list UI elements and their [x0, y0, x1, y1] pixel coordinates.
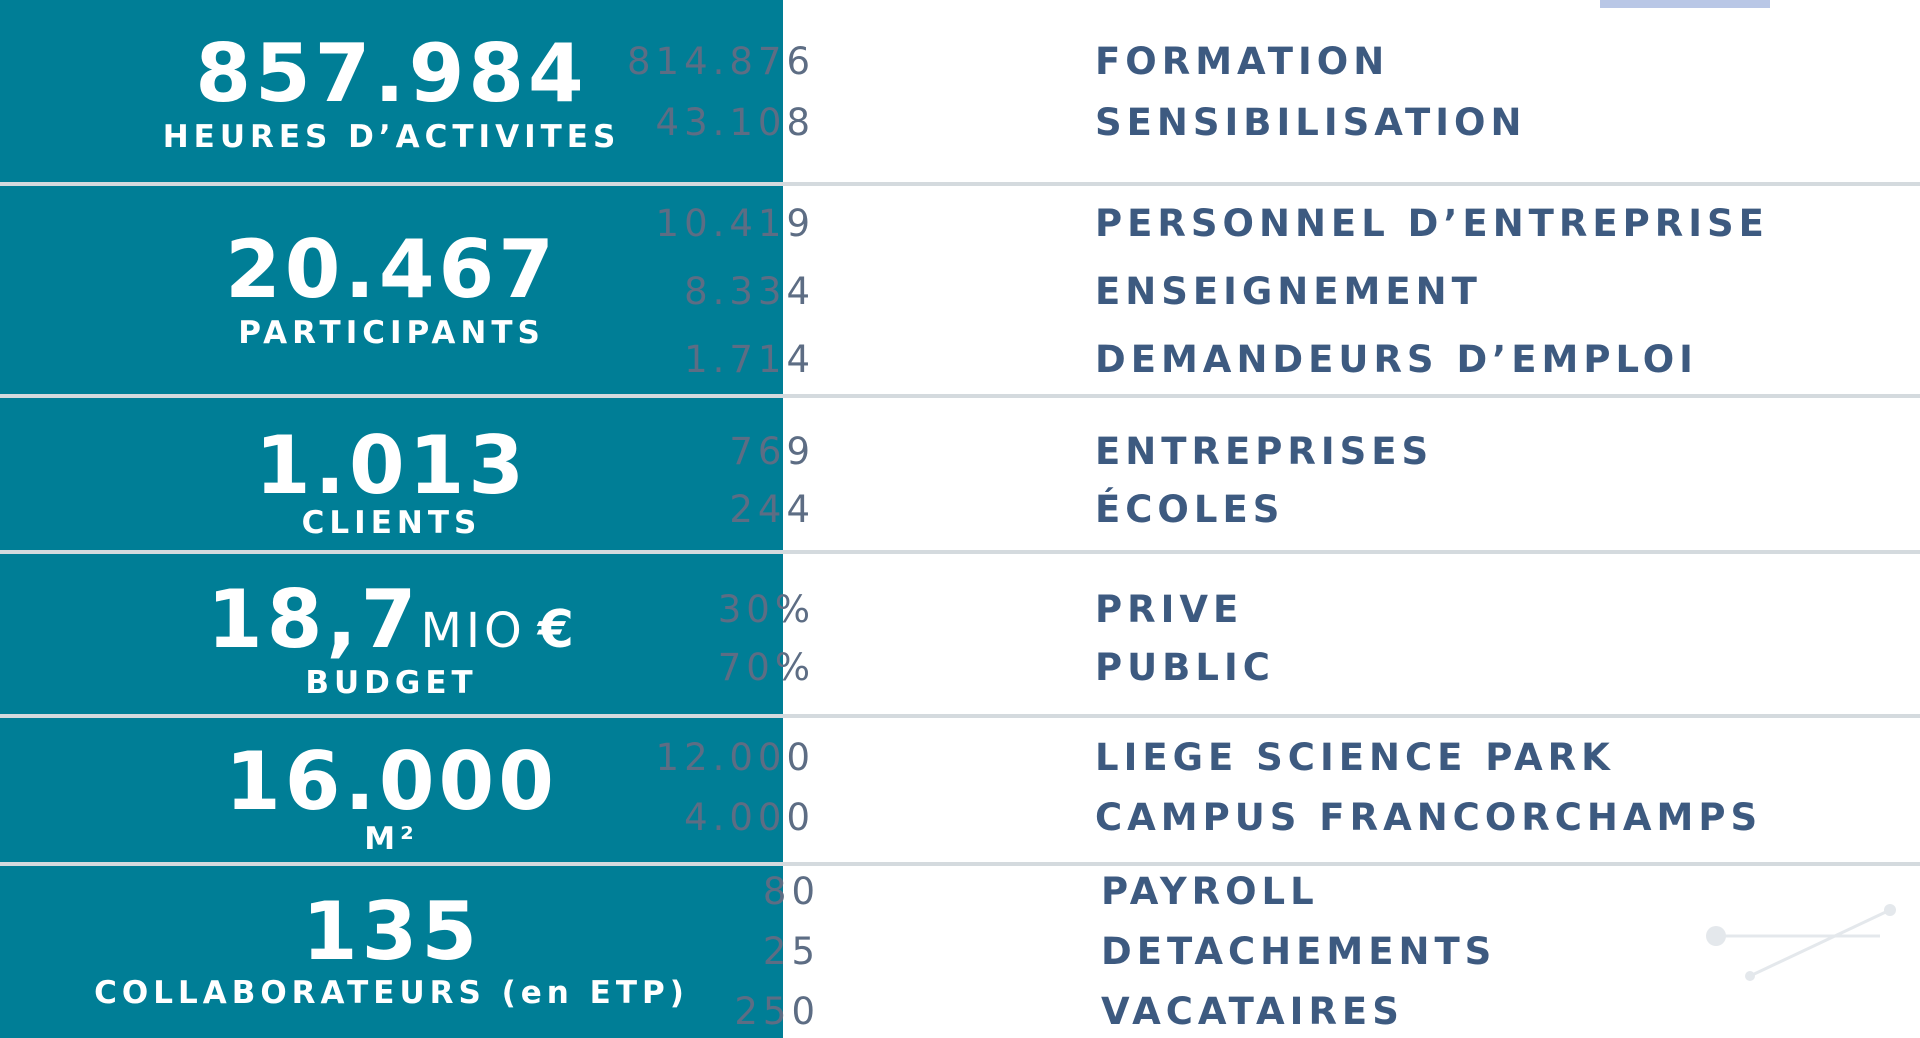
stat-row-staff: 135 COLLABORATEURS (en ETP) 80 PAYROLL 2…: [0, 866, 1920, 1038]
breakdown-line: 1.714 DEMANDEURS D’EMPLOI: [684, 338, 1920, 381]
row-divider: [0, 394, 1920, 398]
breakdown-line: 80 PAYROLL: [763, 870, 1920, 913]
breakdown-label: CAMPUS FRANCORCHAMPS: [1095, 796, 1763, 839]
stat-number: 16.000: [225, 735, 558, 828]
stat-label: CLIENTS: [301, 505, 482, 541]
stat-breakdown: 12.000 LIEGE SCIENCE PARK 4.000 CAMPUS F…: [656, 718, 1920, 862]
breakdown-value: 80: [762, 870, 820, 913]
breakdown-line: 250 VACATAIRES: [734, 990, 1920, 1033]
stat-highlight: 857.984 HEURES D’ACTIVITES: [0, 0, 783, 182]
breakdown-line: 12.000 LIEGE SCIENCE PARK: [656, 736, 1920, 779]
stat-number: 135: [302, 885, 481, 978]
row-divider: [0, 714, 1920, 718]
row-divider: [0, 182, 1920, 186]
budget-value: 18,7: [207, 573, 421, 666]
stat-label: M²: [364, 821, 419, 857]
breakdown-label: DEMANDEURS D’EMPLOI: [1095, 338, 1698, 381]
breakdown-label: LIEGE SCIENCE PARK: [1095, 736, 1615, 779]
breakdown-value: 1.714: [684, 338, 815, 381]
breakdown-label: ENSEIGNEMENT: [1095, 270, 1482, 313]
breakdown-value: 43.108: [655, 101, 815, 144]
breakdown-value: 10.419: [655, 202, 815, 245]
breakdown-value: 25: [762, 930, 820, 973]
stat-row-activity-hours: 857.984 HEURES D’ACTIVITES 814.876 FORMA…: [0, 0, 1920, 182]
breakdown-label: FORMATION: [1095, 40, 1390, 83]
stat-row-surface: 16.000 M² 12.000 LIEGE SCIENCE PARK 4.00…: [0, 718, 1920, 862]
breakdown-label: ÉCOLES: [1095, 488, 1285, 531]
stat-label: HEURES D’ACTIVITES: [162, 119, 621, 155]
breakdown-value: 250: [734, 990, 820, 1033]
breakdown-value: 769: [729, 430, 815, 473]
stat-label: COLLABORATEURS (en ETP): [94, 975, 689, 1011]
breakdown-label: PRIVE: [1095, 588, 1244, 631]
stat-breakdown: 30% PRIVE 70% PUBLIC: [718, 554, 1920, 714]
stat-breakdown: 814.876 FORMATION 43.108 SENSIBILISATION: [627, 0, 1920, 182]
stat-number: 857.984: [195, 27, 588, 120]
stat-highlight: 16.000 M²: [0, 718, 783, 862]
breakdown-value: 244: [729, 488, 815, 531]
breakdown-label: ENTREPRISES: [1095, 430, 1434, 473]
stat-highlight: 18,7MIO € BUDGET: [0, 554, 783, 714]
breakdown-label: VACATAIRES: [1101, 990, 1404, 1033]
breakdown-line: 30% PRIVE: [718, 588, 1920, 631]
stat-number: 20.467: [225, 223, 558, 316]
stat-number: 1.013: [254, 419, 529, 512]
breakdown-label: PERSONNEL D’ENTREPRISE: [1095, 202, 1769, 245]
breakdown-value: 12.000: [655, 736, 815, 779]
breakdown-line: 70% PUBLIC: [718, 646, 1920, 689]
breakdown-line: 43.108 SENSIBILISATION: [656, 101, 1920, 144]
breakdown-label: SENSIBILISATION: [1095, 101, 1527, 144]
stat-row-budget: 18,7MIO € BUDGET 30% PRIVE 70% PUBLIC: [0, 554, 1920, 714]
breakdown-value: 8.334: [684, 270, 815, 313]
row-divider: [0, 550, 1920, 554]
breakdown-line: 8.334 ENSEIGNEMENT: [684, 270, 1920, 313]
breakdown-value: 4.000: [684, 796, 815, 839]
corner-logo-fragment: [1600, 0, 1770, 8]
breakdown-line: 814.876 FORMATION: [627, 40, 1920, 83]
currency-symbol: €: [537, 600, 576, 660]
stat-label: BUDGET: [305, 665, 478, 701]
breakdown-line: 4.000 CAMPUS FRANCORCHAMPS: [684, 796, 1920, 839]
stat-breakdown: 10.419 PERSONNEL D’ENTREPRISE 8.334 ENSE…: [656, 186, 1920, 394]
breakdown-value: 30%: [717, 588, 815, 631]
breakdown-label: PAYROLL: [1101, 870, 1319, 913]
breakdown-line: 244 ÉCOLES: [729, 488, 1920, 531]
row-divider: [0, 862, 1920, 866]
stat-breakdown: 769 ENTREPRISES 244 ÉCOLES: [729, 398, 1920, 550]
stat-row-participants: 20.467 PARTICIPANTS 10.419 PERSONNEL D’E…: [0, 186, 1920, 394]
stat-highlight: 20.467 PARTICIPANTS: [0, 186, 783, 394]
stat-breakdown: 80 PAYROLL 25 DETACHEMENTS 250 VACATAIRE…: [734, 866, 1920, 1038]
breakdown-line: 25 DETACHEMENTS: [763, 930, 1920, 973]
stat-highlight: 135 COLLABORATEURS (en ETP): [0, 866, 783, 1038]
breakdown-value: 70%: [717, 646, 815, 689]
breakdown-label: DETACHEMENTS: [1101, 930, 1497, 973]
breakdown-line: 769 ENTREPRISES: [729, 430, 1920, 473]
breakdown-value: 814.876: [626, 40, 815, 83]
stat-number: 18,7MIO €: [0, 580, 783, 660]
circuit-decoration-graphic: [1706, 904, 1896, 981]
stat-row-clients: 1.013 CLIENTS 769 ENTREPRISES 244 ÉCOLES: [0, 398, 1920, 550]
breakdown-label: PUBLIC: [1095, 646, 1275, 689]
stat-label: PARTICIPANTS: [238, 315, 545, 351]
stat-highlight: 1.013 CLIENTS: [0, 398, 783, 550]
breakdown-line: 10.419 PERSONNEL D’ENTREPRISE: [656, 202, 1920, 245]
budget-unit: MIO: [420, 603, 526, 659]
